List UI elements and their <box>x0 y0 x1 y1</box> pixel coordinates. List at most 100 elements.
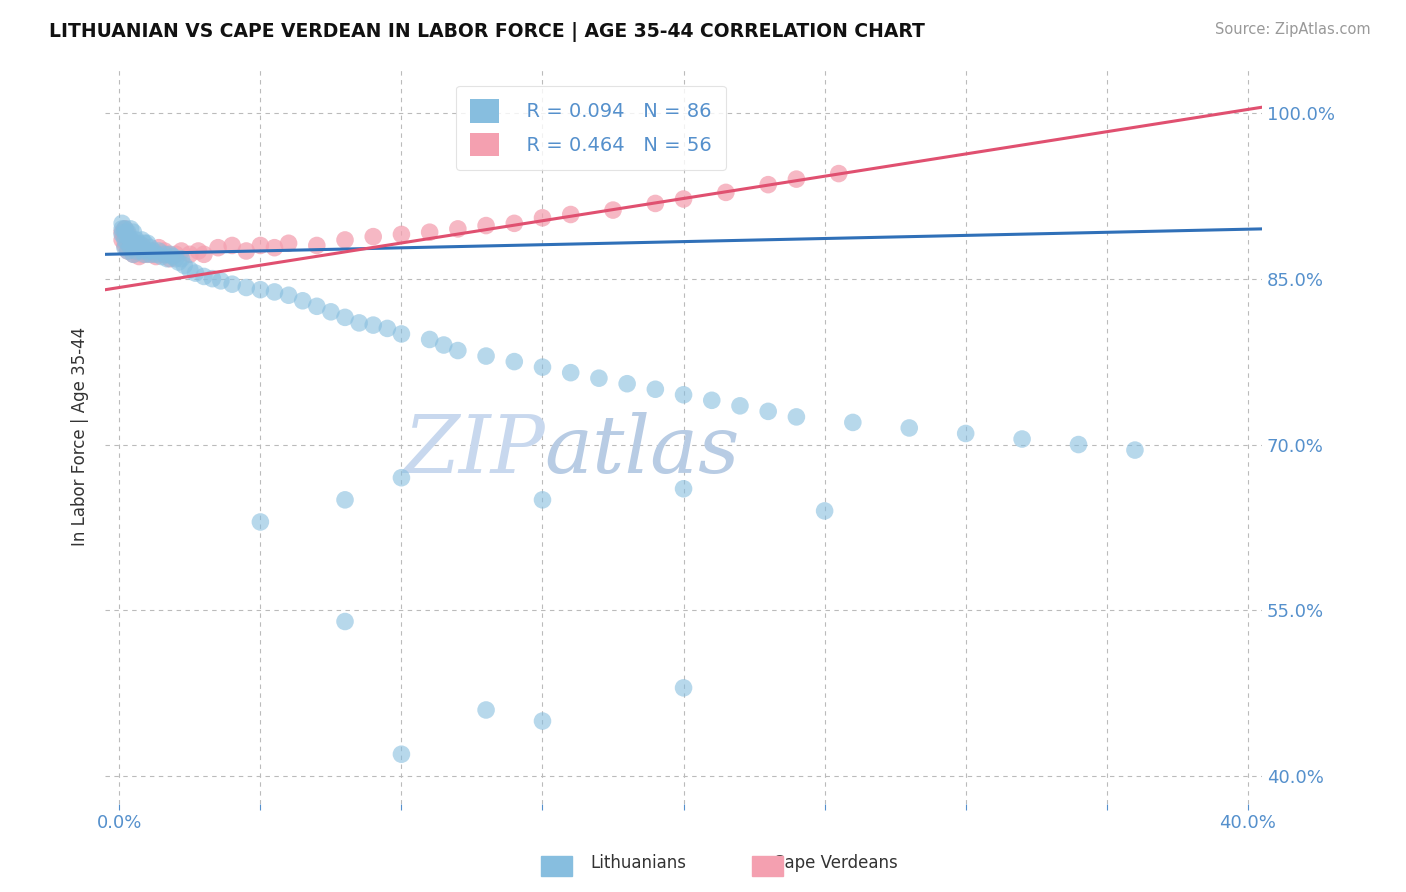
Point <box>828 167 851 181</box>
Point <box>333 310 356 325</box>
Point <box>142 247 165 261</box>
Point <box>263 241 285 255</box>
Point <box>531 714 554 728</box>
Point <box>156 252 179 266</box>
Point <box>785 409 807 424</box>
Point <box>475 703 498 717</box>
Point <box>193 269 215 284</box>
Point <box>120 233 142 247</box>
Point <box>560 366 582 380</box>
Point <box>898 421 921 435</box>
Point <box>111 227 134 242</box>
Point <box>131 247 153 261</box>
Point <box>391 747 413 762</box>
Point <box>134 236 156 251</box>
Point <box>125 244 148 258</box>
Point <box>162 250 184 264</box>
Point <box>193 247 215 261</box>
Point <box>111 233 134 247</box>
Point <box>131 233 153 247</box>
Point <box>170 244 193 258</box>
Point <box>179 247 201 261</box>
Point <box>391 471 413 485</box>
Point <box>128 236 150 251</box>
Point <box>128 241 150 255</box>
Point <box>114 222 136 236</box>
Point <box>120 233 142 247</box>
Point <box>319 305 342 319</box>
Point <box>173 259 195 273</box>
Point <box>170 252 193 266</box>
Point <box>672 192 695 206</box>
Point <box>117 229 139 244</box>
Point <box>122 247 145 261</box>
Point <box>125 236 148 251</box>
Point <box>419 225 441 239</box>
Point <box>361 229 384 244</box>
Point <box>209 274 232 288</box>
Point <box>150 250 173 264</box>
Point <box>602 203 624 218</box>
Point <box>391 326 413 341</box>
Point <box>128 241 150 255</box>
Point <box>131 238 153 252</box>
Point <box>672 388 695 402</box>
Point <box>235 280 257 294</box>
Point <box>120 222 142 236</box>
Point <box>148 241 170 255</box>
Text: atlas: atlas <box>544 412 740 490</box>
Point <box>305 238 328 252</box>
Point <box>391 227 413 242</box>
Point <box>333 492 356 507</box>
Point <box>277 236 299 251</box>
Point <box>148 244 170 258</box>
Point <box>1011 432 1033 446</box>
Point <box>333 615 356 629</box>
Point <box>150 247 173 261</box>
Text: Lithuanians: Lithuanians <box>591 855 686 872</box>
Point <box>120 241 142 255</box>
Point <box>136 244 159 258</box>
Point <box>531 211 554 225</box>
Point <box>756 404 779 418</box>
Point <box>184 266 207 280</box>
Point <box>142 244 165 258</box>
Point <box>111 225 134 239</box>
Point <box>588 371 610 385</box>
Point <box>447 343 470 358</box>
Point <box>503 216 526 230</box>
Point <box>221 277 243 292</box>
Point <box>813 504 835 518</box>
Point <box>120 241 142 255</box>
Point <box>117 225 139 239</box>
Point <box>117 244 139 258</box>
Point <box>221 238 243 252</box>
Point <box>117 227 139 242</box>
Point <box>201 271 224 285</box>
Point <box>361 318 384 332</box>
Point <box>419 333 441 347</box>
Point <box>125 233 148 247</box>
Point <box>249 283 271 297</box>
Text: Source: ZipAtlas.com: Source: ZipAtlas.com <box>1215 22 1371 37</box>
Point <box>122 238 145 252</box>
Point <box>145 250 167 264</box>
Legend:   R = 0.094   N = 86,   R = 0.464   N = 56: R = 0.094 N = 86, R = 0.464 N = 56 <box>456 86 725 170</box>
Point <box>447 222 470 236</box>
Point <box>131 244 153 258</box>
Point <box>756 178 779 192</box>
Point <box>644 196 666 211</box>
Point <box>531 492 554 507</box>
Point <box>249 515 271 529</box>
Point <box>156 247 179 261</box>
Point <box>114 233 136 247</box>
Point <box>122 236 145 251</box>
Point <box>114 238 136 252</box>
Point <box>134 244 156 258</box>
Point <box>475 349 498 363</box>
Point <box>117 236 139 251</box>
Point <box>125 244 148 258</box>
Point <box>207 241 229 255</box>
Point <box>503 354 526 368</box>
Point <box>785 172 807 186</box>
